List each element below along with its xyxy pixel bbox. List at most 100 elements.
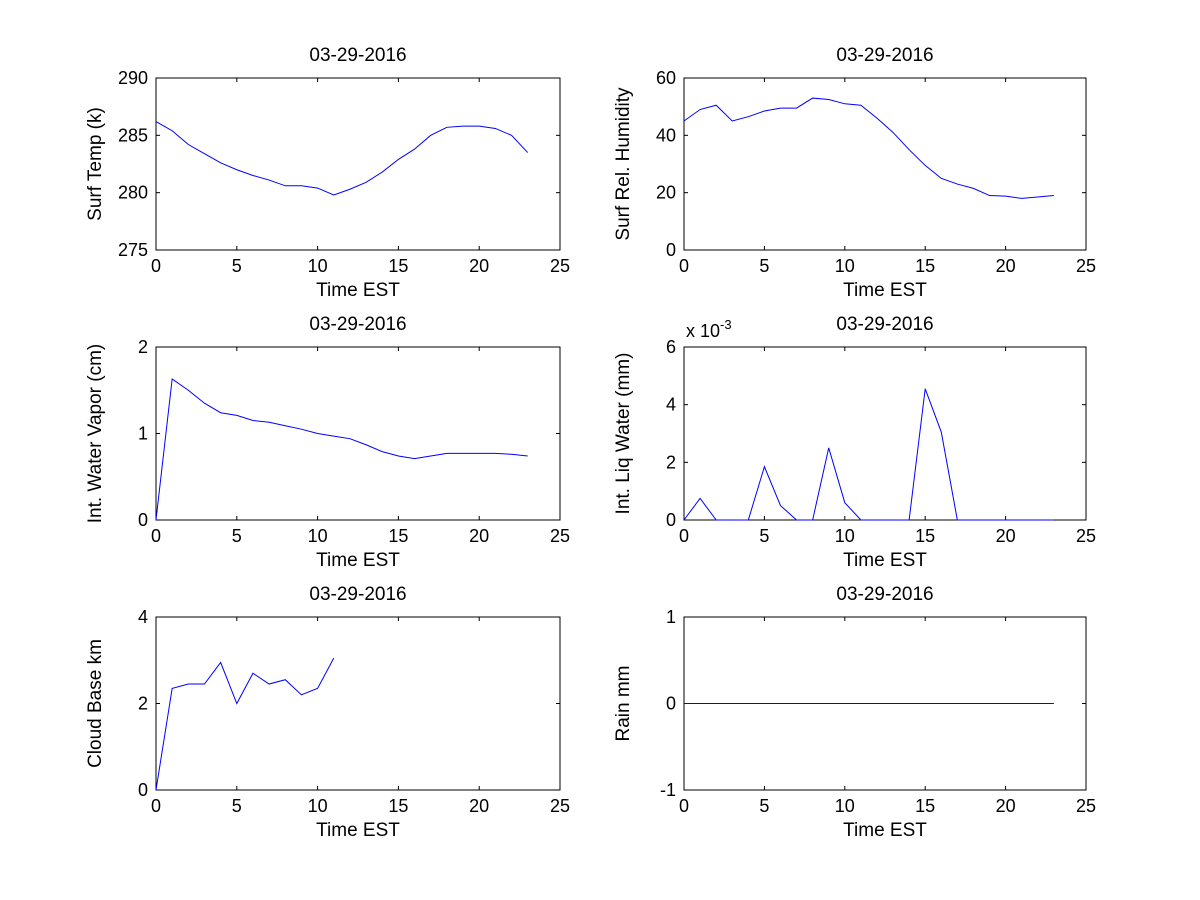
x-tick-label: 25 (550, 256, 570, 276)
x-axis-label: Time EST (316, 820, 400, 841)
x-tick-label: 20 (469, 526, 489, 546)
x-tick-label: 25 (550, 526, 570, 546)
chart-title: 03-29-2016 (836, 584, 933, 605)
data-point (252, 673, 253, 674)
data-point (941, 703, 942, 704)
subplot-3: 0 5 10 15 20 25 0 1 2 03-29-2016 Time EST Int. Wate… (85, 314, 570, 571)
y-axis-label: Int. Water Vapor (cm) (85, 344, 106, 523)
subplot-4: 0 5 10 15 20 25 0 2 4 6 03-29-2016 Time EST Int. Liq… (613, 314, 1096, 571)
data-point (732, 703, 733, 704)
data-point (860, 519, 861, 520)
data-point (301, 694, 302, 695)
y-exponent-label: x 10-3 (686, 317, 732, 341)
data-point (892, 703, 893, 704)
data-point (860, 703, 861, 704)
data-point (349, 189, 350, 190)
data-point (188, 144, 189, 145)
data-point (957, 519, 958, 520)
x-tick-label: 15 (388, 256, 408, 276)
data-point (495, 453, 496, 454)
data-point (732, 519, 733, 520)
x-axis-label: Time EST (316, 280, 400, 301)
y-axis-label: Surf Rel. Humidity (613, 87, 634, 241)
y-tick-label: 285 (118, 125, 148, 145)
data-point (732, 120, 733, 121)
data-point (1053, 703, 1054, 704)
data-point (269, 683, 270, 684)
x-tick-label: 0 (151, 256, 161, 276)
x-tick-label: 0 (679, 256, 689, 276)
data-point (317, 433, 318, 434)
data-point (462, 453, 463, 454)
axes-box (155, 77, 561, 251)
data-point (511, 454, 512, 455)
x-tick-label: 20 (996, 796, 1016, 816)
y-tick-label: 280 (118, 183, 148, 203)
data-point (349, 438, 350, 439)
data-point (764, 466, 765, 467)
chart-title: 03-29-2016 (836, 45, 933, 66)
chart-title: 03-29-2016 (309, 45, 406, 66)
x-tick-label: 0 (151, 526, 161, 546)
data-point (989, 519, 990, 520)
data-point (876, 118, 877, 119)
data-point (220, 412, 221, 413)
y-tick-label: 60 (656, 68, 676, 88)
y-tick-label: 0 (666, 694, 676, 714)
data-point (796, 703, 797, 704)
y-tick-label: 290 (118, 68, 148, 88)
data-point (989, 703, 990, 704)
data-point (527, 152, 528, 153)
data-point (748, 519, 749, 520)
x-tick-label: 0 (679, 796, 689, 816)
x-tick-label: 5 (759, 526, 769, 546)
data-point (155, 519, 156, 520)
x-axis-label: Time EST (843, 280, 927, 301)
data-point (317, 187, 318, 188)
data-point (1021, 703, 1022, 704)
data-point (236, 703, 237, 704)
data-point (699, 498, 700, 499)
x-tick-label: 5 (232, 526, 242, 546)
data-point (1037, 196, 1038, 197)
data-point (269, 422, 270, 423)
x-axis-label: Time EST (843, 550, 927, 571)
data-point (844, 502, 845, 503)
data-point (155, 789, 156, 790)
data-point (844, 703, 845, 704)
data-point (236, 415, 237, 416)
y-tick-label: 0 (666, 510, 676, 530)
x-tick-label: 25 (1076, 796, 1096, 816)
data-point (1005, 196, 1006, 197)
x-tick-label: 10 (835, 796, 855, 816)
data-point (527, 455, 528, 456)
data-point (716, 519, 717, 520)
data-point (844, 103, 845, 104)
data-point (1005, 703, 1006, 704)
x-tick-label: 25 (1076, 526, 1096, 546)
data-point (892, 519, 893, 520)
data-point (941, 431, 942, 432)
x-tick-label: 15 (915, 526, 935, 546)
data-point (172, 378, 173, 379)
y-tick-label: 0 (666, 240, 676, 260)
y-axis-label: Cloud Base km (85, 639, 106, 768)
data-point (780, 703, 781, 704)
y-tick-label: 275 (118, 240, 148, 260)
data-point (382, 451, 383, 452)
data-point (220, 662, 221, 663)
data-point (909, 519, 910, 520)
data-point (796, 519, 797, 520)
data-point (285, 679, 286, 680)
data-point (892, 132, 893, 133)
y-tick-label: 2 (666, 452, 676, 472)
data-point (812, 703, 813, 704)
data-point (398, 455, 399, 456)
data-point (909, 149, 910, 150)
data-point (462, 126, 463, 127)
data-point (333, 435, 334, 436)
data-point (925, 388, 926, 389)
y-tick-label: 20 (656, 183, 676, 203)
y-tick-label: 2 (138, 694, 148, 714)
